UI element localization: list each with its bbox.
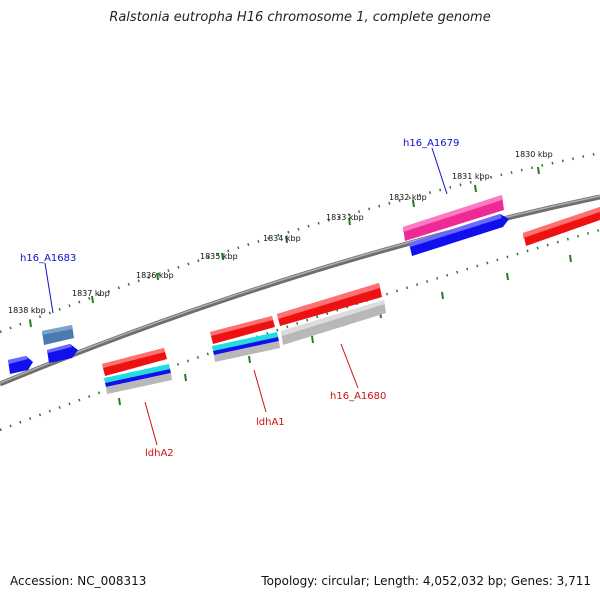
kbp-label-1835: 1835 kbp <box>200 252 238 261</box>
ruler-outer-ticks <box>29 166 540 328</box>
kbp-label-1831: 1831 kbp <box>452 172 490 181</box>
gene-blue-long-feature[interactable] <box>409 214 509 256</box>
gene-label-h16-A1683[interactable]: h16_A1683 <box>20 253 76 264</box>
kbp-label-1834: 1834 kbp <box>263 234 301 243</box>
label-leader-lines <box>44 147 448 446</box>
kbp-label-1833: 1833 kbp <box>326 213 364 222</box>
accession-text: Accession: NC_008313 <box>10 574 147 588</box>
gene-ldhA1-feature[interactable] <box>210 316 280 362</box>
gene-label-h16-A1679[interactable]: h16_A1679 <box>403 138 459 149</box>
genome-summary-text: Topology: circular; Length: 4,052,032 bp… <box>261 574 591 588</box>
gene-h16-A1680-feature[interactable] <box>277 283 386 345</box>
map-title: Ralstonia eutropha H16 chromosome 1, com… <box>109 10 491 25</box>
gene-label-ldhA2[interactable]: ldhA2 <box>145 448 174 459</box>
kbp-label-1838: 1838 kbp <box>8 306 46 315</box>
chromosome-backbone <box>0 194 600 387</box>
kbp-label-1836: 1836 kbp <box>136 271 174 280</box>
kbp-label-1837: 1837 kbp <box>72 289 110 298</box>
ruler-inner-ticks <box>118 254 572 406</box>
kbp-label-1832: 1832 kbp <box>389 193 427 202</box>
gene-blue-left-edge-feature[interactable] <box>8 356 33 374</box>
gene-blue-small-feature[interactable] <box>47 344 78 363</box>
gene-label-h16-A1680[interactable]: h16_A1680 <box>330 391 386 402</box>
gene-label-ldhA1[interactable]: ldhA1 <box>256 417 285 428</box>
gene-h16-A1679-feature[interactable] <box>403 195 504 241</box>
gene-red-right-edge-feature[interactable] <box>523 207 600 246</box>
gene-h16-A1683-feature[interactable] <box>42 325 74 345</box>
gene-ldhA2-feature[interactable] <box>102 348 172 394</box>
kbp-label-1830: 1830 kbp <box>515 150 553 159</box>
